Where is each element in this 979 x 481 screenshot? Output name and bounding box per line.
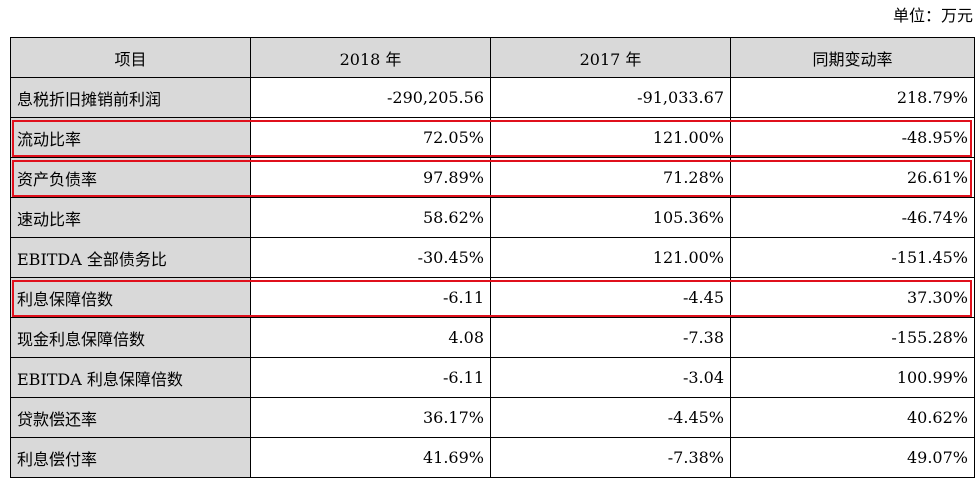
header-item: 项目 — [10, 37, 251, 78]
table-row: 资产负债率 97.89% 71.28% 26.61% — [10, 157, 975, 198]
table-row: 利息偿付率 41.69% -7.38% 49.07% — [10, 437, 975, 478]
change-rate: 37.30% — [730, 277, 975, 318]
change-rate: 49.07% — [730, 437, 975, 478]
value-2018: -30.45% — [250, 237, 491, 278]
value-2018: 72.05% — [250, 117, 491, 158]
unit-label: 单位：万元 — [892, 6, 973, 25]
header-2018: 2018 年 — [250, 37, 491, 78]
value-2017: -3.04 — [490, 357, 731, 398]
change-rate: 218.79% — [730, 77, 975, 118]
change-rate: 40.62% — [730, 397, 975, 438]
table-header-row: 项目 2018 年 2017 年 同期变动率 — [10, 37, 975, 78]
value-2018: 97.89% — [250, 157, 491, 198]
value-2017: -7.38 — [490, 317, 731, 358]
value-2017: -91,033.67 — [490, 77, 731, 118]
value-2017: 121.00% — [490, 117, 731, 158]
header-change-rate: 同期变动率 — [730, 37, 975, 78]
change-rate: 100.99% — [730, 357, 975, 398]
value-2017: 121.00% — [490, 237, 731, 278]
change-rate: 26.61% — [730, 157, 975, 198]
row-label: 利息保障倍数 — [10, 277, 251, 318]
row-label: 息税折旧摊销前利润 — [10, 77, 251, 118]
table-row: 息税折旧摊销前利润 -290,205.56 -91,033.67 218.79% — [10, 77, 975, 118]
change-rate: -48.95% — [730, 117, 975, 158]
table-row: 贷款偿还率 36.17% -4.45% 40.62% — [10, 397, 975, 438]
value-2018: -6.11 — [250, 357, 491, 398]
value-2017: -4.45 — [490, 277, 731, 318]
value-2017: -7.38% — [490, 437, 731, 478]
change-rate: -46.74% — [730, 197, 975, 238]
row-label: 利息偿付率 — [10, 437, 251, 478]
value-2018: 4.08 — [250, 317, 491, 358]
change-rate: -155.28% — [730, 317, 975, 358]
row-label: EBITDA 全部债务比 — [10, 237, 251, 278]
table-row: EBITDA 利息保障倍数 -6.11 -3.04 100.99% — [10, 357, 975, 398]
value-2018: 58.62% — [250, 197, 491, 238]
table-row: EBITDA 全部债务比 -30.45% 121.00% -151.45% — [10, 237, 975, 278]
table-row: 利息保障倍数 -6.11 -4.45 37.30% — [10, 277, 975, 318]
row-label: 流动比率 — [10, 117, 251, 158]
row-label: EBITDA 利息保障倍数 — [10, 357, 251, 398]
row-label: 速动比率 — [10, 197, 251, 238]
table-row: 流动比率 72.05% 121.00% -48.95% — [10, 117, 975, 158]
value-2017: 71.28% — [490, 157, 731, 198]
value-2018: -6.11 — [250, 277, 491, 318]
row-label: 贷款偿还率 — [10, 397, 251, 438]
value-2018: 36.17% — [250, 397, 491, 438]
row-label: 现金利息保障倍数 — [10, 317, 251, 358]
row-label: 资产负债率 — [10, 157, 251, 198]
value-2017: -4.45% — [490, 397, 731, 438]
value-2017: 105.36% — [490, 197, 731, 238]
financial-ratios-table: 项目 2018 年 2017 年 同期变动率 息税折旧摊销前利润 -290,20… — [10, 37, 975, 478]
table-row: 速动比率 58.62% 105.36% -46.74% — [10, 197, 975, 238]
table-row: 现金利息保障倍数 4.08 -7.38 -155.28% — [10, 317, 975, 358]
change-rate: -151.45% — [730, 237, 975, 278]
header-2017: 2017 年 — [490, 37, 731, 78]
value-2018: -290,205.56 — [250, 77, 491, 118]
value-2018: 41.69% — [250, 437, 491, 478]
